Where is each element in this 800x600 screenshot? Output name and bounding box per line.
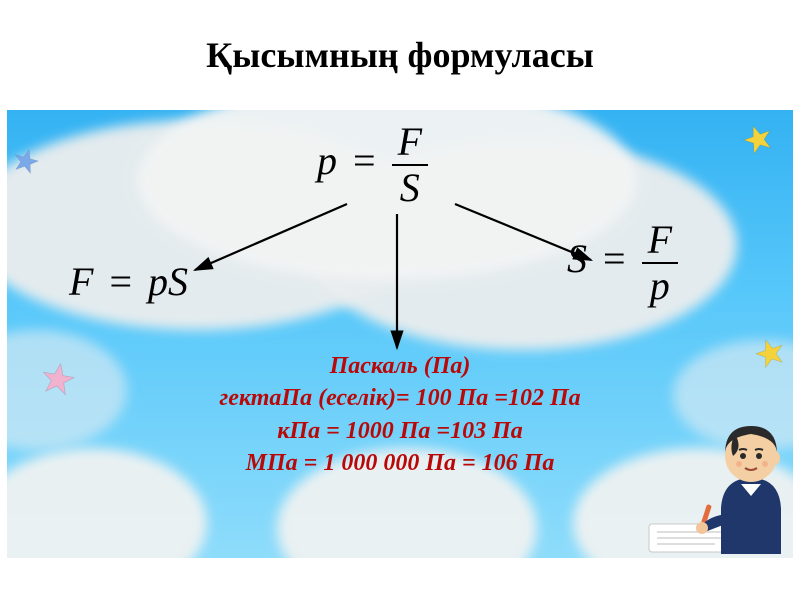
formula-force: F = pS (69, 258, 188, 305)
star-icon (739, 120, 777, 158)
slide: Қысымның формуласы p = (0, 0, 800, 600)
rhs: pS (148, 259, 188, 304)
var-S: S (567, 236, 587, 281)
formula-area: S = F p (567, 220, 678, 306)
formula-pressure: p = F S (317, 122, 428, 208)
illustration-area: p = F S F = pS S = F p Паскаль ( (7, 110, 793, 558)
student-illustration (645, 404, 785, 554)
denominator: S (394, 166, 426, 208)
equals: = (109, 259, 132, 304)
fraction: F p (642, 220, 678, 306)
unit-line: Паскаль (Па) (7, 350, 793, 382)
fraction: F S (392, 122, 428, 208)
denominator: p (644, 264, 676, 306)
equals: = (603, 236, 626, 281)
numerator: F (642, 220, 678, 262)
var-F: F (69, 259, 93, 304)
equals: = (353, 138, 376, 183)
var-p: p (317, 138, 337, 183)
numerator: F (392, 122, 428, 164)
header: Қысымның формуласы (0, 0, 800, 110)
page-title: Қысымның формуласы (206, 34, 594, 76)
